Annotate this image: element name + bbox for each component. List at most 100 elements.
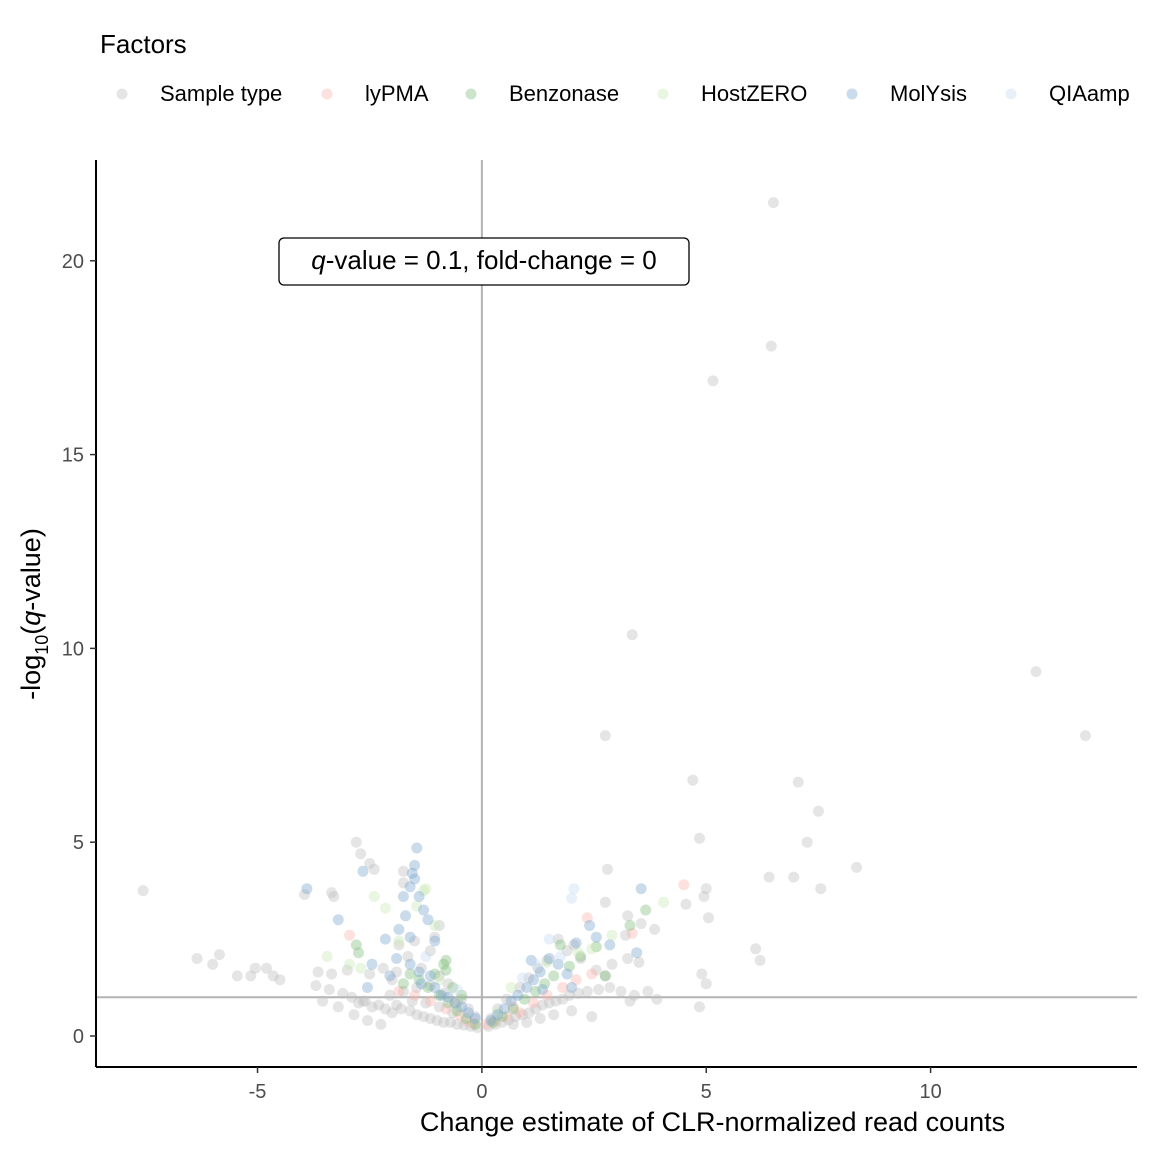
data-point (575, 951, 587, 962)
data-point (525, 954, 537, 966)
data-point (563, 989, 575, 1001)
data-point (393, 923, 405, 935)
data-point (763, 871, 775, 883)
data-point (572, 947, 584, 959)
data-point (442, 978, 454, 990)
legend-entry: Sample type (116, 81, 282, 106)
data-point (788, 871, 800, 883)
data-point (422, 982, 434, 993)
data-point (326, 887, 338, 899)
data-point (505, 982, 517, 993)
data-point (438, 987, 450, 999)
data-point (561, 968, 573, 980)
x-tick-label: 0 (476, 1081, 487, 1103)
data-point (624, 920, 636, 931)
data-point (606, 929, 618, 941)
data-point (397, 865, 409, 877)
data-point (622, 910, 634, 922)
data-point (469, 1013, 481, 1024)
data-point (489, 1015, 501, 1026)
data-point (687, 774, 699, 786)
data-point (415, 962, 427, 974)
data-point (321, 951, 333, 962)
data-point (364, 968, 376, 980)
data-point (433, 989, 445, 1001)
data-point (554, 939, 566, 951)
data-point (433, 974, 445, 986)
data-point (191, 953, 203, 964)
data-point (261, 962, 272, 974)
legend-key (116, 88, 128, 100)
data-point (379, 1003, 391, 1015)
data-point (469, 1011, 481, 1023)
data-point (586, 968, 598, 980)
data-point (397, 877, 409, 889)
x-axis-label: Change estimate of CLR-normalized read c… (420, 1107, 1005, 1137)
data-point (530, 985, 542, 997)
data-point (537, 999, 548, 1011)
data-point (404, 968, 416, 980)
data-point (436, 989, 447, 1001)
data-point (606, 958, 618, 970)
data-point (456, 1001, 468, 1013)
data-point (420, 997, 432, 1009)
legend-key (321, 88, 333, 100)
data-point (586, 1011, 598, 1023)
data-point (413, 966, 425, 978)
data-point (231, 970, 243, 982)
data-point (402, 951, 414, 962)
data-point (599, 896, 611, 908)
data-point (566, 982, 578, 993)
data-point (440, 964, 452, 976)
data-point (332, 914, 344, 926)
data-point (550, 995, 562, 1007)
data-point (503, 1014, 515, 1026)
data-point (362, 1015, 373, 1026)
data-point (424, 1013, 436, 1024)
data-point (449, 997, 461, 1009)
data-point (698, 891, 710, 902)
data-point (516, 1009, 528, 1021)
data-point (409, 989, 421, 1001)
data-point (548, 1009, 560, 1021)
data-point (480, 1018, 492, 1030)
data-point (346, 991, 358, 1003)
data-point (362, 982, 373, 993)
data-point (514, 982, 526, 993)
data-point (541, 956, 553, 968)
y-label-subscript: 10 (32, 635, 52, 655)
data-point (424, 995, 436, 1007)
data-point (658, 896, 670, 908)
data-point (353, 947, 364, 959)
annotation-box (278, 237, 690, 286)
data-point (590, 941, 602, 953)
data-point (391, 999, 403, 1011)
data-point (409, 935, 421, 947)
data-point (332, 1001, 344, 1013)
annotation-rest: -value = 0.1, fold-change = 0 (326, 245, 657, 275)
data-point (626, 927, 638, 939)
data-point (341, 964, 353, 976)
data-point (415, 978, 427, 990)
data-point (635, 918, 647, 930)
data-point (411, 982, 423, 993)
data-point (599, 970, 611, 982)
data-point (207, 958, 219, 970)
data-point (635, 883, 647, 895)
data-point (586, 943, 598, 955)
data-point (456, 993, 468, 1005)
data-point (213, 949, 225, 961)
data-point (754, 954, 766, 966)
data-point (429, 920, 441, 931)
data-point (471, 1022, 483, 1033)
data-point (563, 960, 575, 972)
data-point (812, 805, 824, 817)
data-point (534, 966, 546, 978)
data-point (498, 1003, 510, 1015)
data-point (377, 962, 389, 974)
data-point (815, 883, 827, 895)
y-tick-label: 15 (62, 445, 84, 467)
annotation: q-value = 0.1, fold-change = 0 (278, 237, 690, 286)
data-point (568, 883, 580, 895)
